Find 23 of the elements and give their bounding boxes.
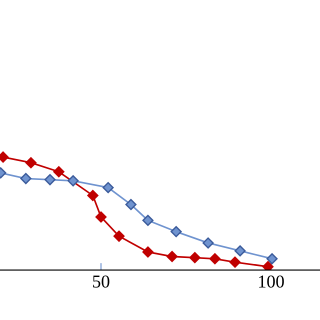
point bbox=[166, 250, 178, 262]
point bbox=[262, 261, 274, 270]
point bbox=[266, 253, 278, 264]
point bbox=[209, 253, 221, 264]
point bbox=[95, 211, 107, 223]
point bbox=[234, 245, 246, 256]
point bbox=[68, 175, 79, 186]
point bbox=[142, 246, 154, 258]
point bbox=[202, 237, 214, 249]
x-tick-label: 100 bbox=[259, 275, 284, 288]
point bbox=[44, 174, 56, 186]
point bbox=[170, 226, 182, 238]
point bbox=[113, 230, 125, 242]
point bbox=[102, 182, 114, 194]
point bbox=[53, 166, 64, 178]
x-tick-label: 50 bbox=[93, 275, 110, 288]
point bbox=[142, 214, 154, 226]
point bbox=[125, 198, 137, 210]
point bbox=[229, 256, 241, 268]
point bbox=[20, 172, 32, 184]
point bbox=[87, 190, 98, 202]
point bbox=[25, 157, 37, 168]
point bbox=[189, 252, 200, 264]
